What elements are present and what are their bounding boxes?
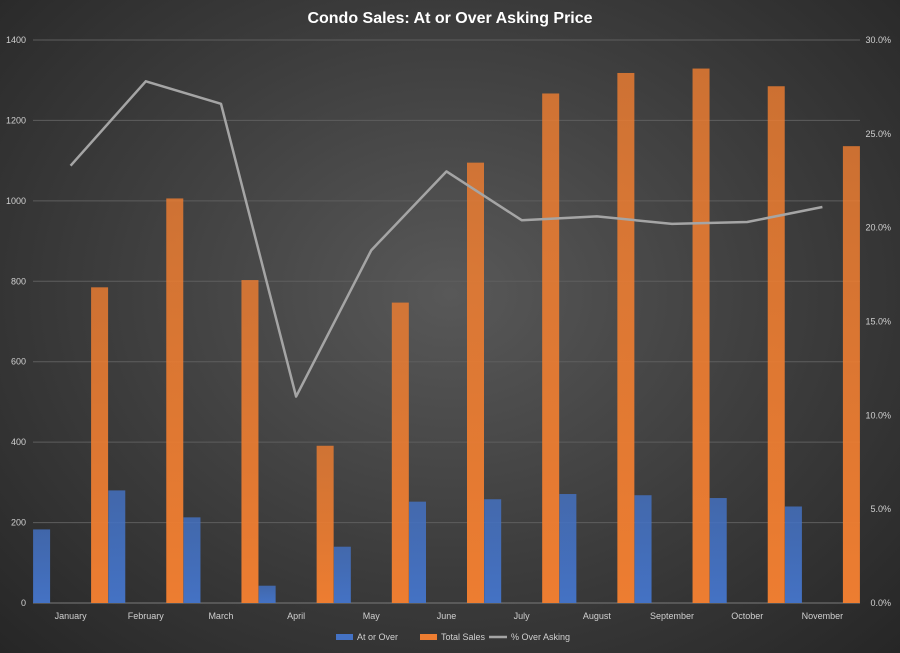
bar-total-sales: [692, 68, 710, 604]
bar-total-sales: [617, 72, 635, 604]
y-right-tick-label: 10.0%: [865, 410, 891, 420]
y-left-tick-label: 200: [11, 518, 26, 528]
line-series: [69, 80, 823, 398]
x-tick-label: June: [437, 611, 457, 621]
bar-total-sales: [391, 302, 409, 603]
y-left-tick-label: 1000: [6, 196, 26, 206]
x-tick-label: February: [128, 611, 165, 621]
left-axis: 0 200 400 600 800 1000 1200 1400: [6, 35, 26, 608]
x-tick-label: May: [363, 611, 381, 621]
y-right-tick-label: 25.0%: [865, 129, 891, 139]
right-axis: 0.0% 5.0% 10.0% 15.0% 20.0% 25.0% 30.0%: [865, 35, 891, 608]
y-left-tick-label: 1200: [6, 115, 26, 125]
bar-at-or-over: [258, 585, 276, 603]
bar-total-sales: [166, 198, 184, 604]
y-left-tick-label: 800: [11, 276, 26, 286]
legend-label: Total Sales: [441, 632, 486, 642]
bar-total-sales: [241, 280, 259, 603]
legend-label: % Over Asking: [511, 632, 570, 642]
line-pct-over-asking: [69, 80, 823, 398]
y-right-tick-label: 15.0%: [865, 317, 891, 327]
y-right-tick-label: 30.0%: [865, 35, 891, 45]
bar-at-or-over: [108, 490, 126, 603]
x-tick-label: July: [514, 611, 531, 621]
legend-label: At or Over: [357, 632, 398, 642]
x-tick-label: April: [287, 611, 305, 621]
bar-at-or-over: [559, 494, 577, 603]
y-left-tick-label: 600: [11, 357, 26, 367]
bar-total-sales: [767, 86, 785, 603]
x-tick-label: March: [208, 611, 233, 621]
bar-at-or-over: [33, 529, 51, 603]
bar-at-or-over: [333, 546, 351, 603]
bar-at-or-over: [709, 498, 727, 603]
bar-total-sales: [316, 445, 334, 603]
y-right-tick-label: 0.0%: [870, 598, 891, 608]
legend-swatch: [420, 634, 437, 640]
x-tick-label: August: [583, 611, 612, 621]
bar-total-sales: [467, 162, 484, 603]
gridlines: [33, 39, 860, 604]
y-right-tick-label: 20.0%: [865, 223, 891, 233]
bar-total-sales: [91, 287, 109, 603]
bar-at-or-over: [183, 517, 201, 603]
bar-total-sales: [842, 146, 860, 603]
bar-at-or-over: [484, 499, 502, 603]
x-tick-label: October: [731, 611, 763, 621]
bar-at-or-over: [784, 506, 802, 603]
y-left-tick-label: 1400: [6, 35, 26, 45]
bar-total-sales: [542, 93, 560, 604]
y-left-tick-label: 400: [11, 437, 26, 447]
y-left-tick-label: 0: [21, 598, 26, 608]
x-tick-label: January: [55, 611, 88, 621]
bar-at-or-over: [634, 495, 652, 603]
x-axis: January February March April May June July Augu…: [55, 611, 844, 621]
x-tick-label: November: [802, 611, 844, 621]
bar-at-or-over: [409, 501, 426, 603]
legend-swatch: [336, 634, 353, 640]
legend: At or Over Total Sales % Over Asking: [336, 632, 570, 642]
bars: [33, 68, 860, 604]
chart-title: Condo Sales: At or Over Asking Price: [307, 10, 592, 27]
y-right-tick-label: 5.0%: [870, 504, 891, 514]
x-tick-label: September: [650, 611, 694, 621]
